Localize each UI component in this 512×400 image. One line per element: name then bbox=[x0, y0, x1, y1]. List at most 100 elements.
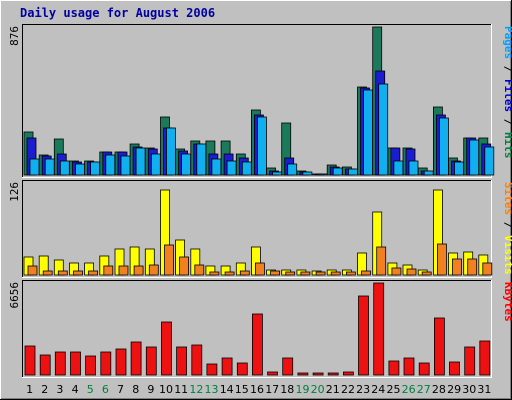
x-tick-label-day-14: 14 bbox=[220, 383, 234, 396]
bar-bottom-kbytes-day-1 bbox=[24, 345, 36, 376]
x-tick-label-day-10: 10 bbox=[159, 383, 173, 396]
bar-middle-sites-day-2 bbox=[42, 270, 53, 276]
bar-bottom-kbytes-day-8 bbox=[130, 341, 142, 376]
x-tick-label-day-1: 1 bbox=[26, 383, 33, 396]
bar-middle-sites-day-15 bbox=[239, 270, 250, 276]
chart-panels: 876 Pages / Files / Hits 126 Sites / Visits… bbox=[8, 24, 512, 378]
bar-bottom-kbytes-day-14 bbox=[221, 357, 233, 376]
bar-middle-sites-day-23 bbox=[361, 270, 371, 276]
bar-top-pages-day-3 bbox=[59, 160, 70, 176]
bar-middle-sites-day-1 bbox=[27, 265, 38, 276]
bar-bottom-kbytes-day-29 bbox=[449, 361, 460, 376]
x-tick-label-day-15: 15 bbox=[235, 383, 249, 396]
x-tick-label-day-20: 20 bbox=[311, 383, 325, 396]
bar-top-pages-day-24 bbox=[378, 83, 389, 176]
x-tick-label-day-7: 7 bbox=[117, 383, 124, 396]
bar-bottom-kbytes-day-24 bbox=[373, 282, 385, 376]
bar-top-pages-day-4 bbox=[75, 163, 85, 176]
bar-middle-sites-day-16 bbox=[254, 262, 265, 276]
x-tick-label-day-16: 16 bbox=[250, 383, 264, 396]
bar-bottom-kbytes-day-27 bbox=[418, 362, 430, 376]
bar-bottom-kbytes-day-25 bbox=[388, 360, 400, 376]
bar-middle-sites-day-27 bbox=[421, 271, 432, 276]
bar-bottom-kbytes-day-31 bbox=[479, 340, 491, 376]
bar-top-pages-day-8 bbox=[135, 147, 146, 176]
x-tick-label-day-6: 6 bbox=[102, 383, 109, 396]
bar-bottom-kbytes-day-10 bbox=[161, 321, 172, 376]
bar-top-pages-day-27 bbox=[423, 170, 434, 176]
x-tick-label-day-24: 24 bbox=[371, 383, 385, 396]
bar-middle-sites-day-4 bbox=[73, 270, 83, 276]
bar-middle-sites-day-9 bbox=[148, 264, 159, 276]
x-tick-label-day-22: 22 bbox=[341, 383, 355, 396]
bar-bottom-kbytes-day-11 bbox=[176, 346, 188, 376]
x-tick-label-day-18: 18 bbox=[280, 383, 294, 396]
x-tick-label-day-25: 25 bbox=[387, 383, 401, 396]
bar-top-pages-day-7 bbox=[120, 155, 131, 176]
panel-bottom-legend-part: KBytes bbox=[502, 282, 512, 322]
bar-top-pages-day-12 bbox=[196, 143, 207, 176]
bar-top-pages-day-10 bbox=[166, 127, 176, 176]
bar-top-pages-day-26 bbox=[408, 160, 419, 176]
panel-middle-legend: Sites / Visits bbox=[502, 182, 512, 275]
bar-middle-sites-day-28 bbox=[436, 243, 447, 276]
bar-top-pages-day-30 bbox=[469, 139, 480, 176]
bar-bottom-kbytes-day-5 bbox=[85, 355, 96, 376]
panel-bottom-legend: KBytes bbox=[502, 282, 512, 322]
panel-top-legend-part: / bbox=[502, 59, 512, 79]
bar-bottom-kbytes-day-22 bbox=[342, 371, 354, 376]
bar-top-pages-day-31 bbox=[484, 146, 495, 176]
panel-top-legend-part: Hits bbox=[502, 132, 512, 159]
x-tick-label-day-8: 8 bbox=[132, 383, 139, 396]
bar-middle-sites-day-13 bbox=[209, 271, 220, 276]
bar-top-pages-day-28 bbox=[438, 117, 449, 176]
panel-top-legend-part: Files bbox=[502, 79, 512, 112]
bar-bottom-kbytes-day-19 bbox=[297, 372, 309, 376]
panel-middle-legend-part: Sites bbox=[502, 182, 512, 215]
panel-middle: 126 Sites / Visits bbox=[8, 180, 512, 278]
bar-bottom-kbytes-day-16 bbox=[251, 313, 263, 376]
bar-middle-sites-day-5 bbox=[88, 270, 98, 276]
x-tick-label-day-21: 21 bbox=[326, 383, 340, 396]
x-tick-label-day-31: 31 bbox=[477, 383, 491, 396]
x-tick-label-day-11: 11 bbox=[174, 383, 188, 396]
chart-title: Daily usage for August 2006 bbox=[20, 6, 215, 20]
bar-top-pages-day-6 bbox=[105, 154, 116, 176]
bar-middle-sites-day-19 bbox=[300, 271, 311, 276]
bar-middle-sites-day-18 bbox=[285, 271, 296, 276]
panel-top-ymax-label: 876 bbox=[8, 26, 21, 46]
bar-bottom-kbytes-day-15 bbox=[236, 362, 248, 376]
bar-top-pages-day-5 bbox=[90, 161, 100, 176]
bar-middle-sites-day-30 bbox=[467, 258, 478, 276]
x-tick-label-day-30: 30 bbox=[462, 383, 476, 396]
bar-middle-sites-day-31 bbox=[482, 262, 493, 276]
bar-middle-sites-day-20 bbox=[315, 271, 326, 276]
bar-middle-sites-day-22 bbox=[345, 271, 356, 276]
bar-top-pages-day-13 bbox=[211, 158, 222, 176]
bar-top-pages-day-22 bbox=[347, 168, 358, 176]
bar-bottom-kbytes-day-21 bbox=[327, 372, 339, 376]
bar-middle-sites-day-3 bbox=[57, 270, 68, 276]
bar-top-pages-day-21 bbox=[332, 167, 343, 176]
x-tick-label-day-4: 4 bbox=[72, 383, 79, 396]
x-tick-label-day-28: 28 bbox=[432, 383, 446, 396]
bar-bottom-kbytes-day-26 bbox=[403, 357, 415, 376]
bar-middle-sites-day-11 bbox=[179, 256, 190, 276]
bar-middle-sites-day-24 bbox=[376, 246, 387, 276]
bar-middle-sites-day-17 bbox=[270, 270, 281, 276]
bar-bottom-kbytes-day-17 bbox=[267, 371, 279, 376]
x-tick-label-day-26: 26 bbox=[402, 383, 416, 396]
bar-middle-sites-day-8 bbox=[133, 265, 144, 276]
panel-top-legend-part: Pages bbox=[502, 26, 512, 59]
x-tick-label-day-2: 2 bbox=[41, 383, 48, 396]
panel-middle-legend-part: Visits bbox=[502, 235, 512, 275]
bar-top-pages-day-29 bbox=[454, 161, 464, 176]
x-tick-label-day-12: 12 bbox=[189, 383, 203, 396]
bar-top-pages-day-11 bbox=[181, 153, 192, 176]
panel-middle-legend-part: / bbox=[502, 215, 512, 235]
x-tick-label-day-5: 5 bbox=[87, 383, 94, 396]
bar-top-pages-day-19 bbox=[302, 171, 313, 176]
bar-middle-sites-day-29 bbox=[452, 258, 462, 276]
panel-bottom: 6656 KBytes bbox=[8, 280, 512, 378]
